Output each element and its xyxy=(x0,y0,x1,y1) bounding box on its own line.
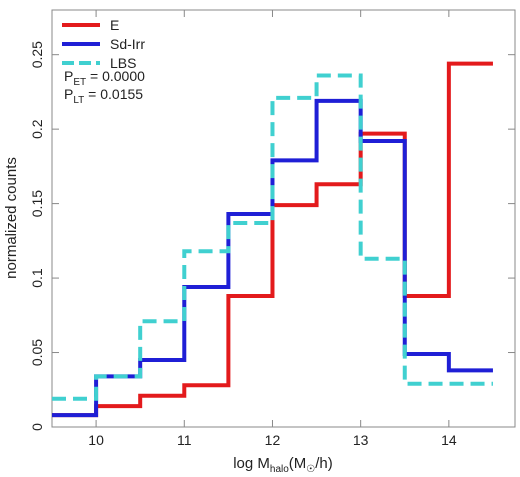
p-value-annotation: PLT = 0.0155 xyxy=(64,86,143,106)
y-tick-label: 0.05 xyxy=(29,339,45,366)
y-tick-label: 0.15 xyxy=(29,190,45,217)
x-axis-label-unit-end: /h) xyxy=(315,455,333,472)
legend-label: LBS xyxy=(110,55,136,71)
legend-label: Sd-Irr xyxy=(110,36,145,52)
series-layer xyxy=(52,61,493,418)
x-tick-label: 10 xyxy=(88,432,104,448)
annotation-main: P xyxy=(64,86,73,102)
x-tick-label: 14 xyxy=(441,432,457,448)
annotation-main: P xyxy=(64,68,73,84)
y-axis: 0 0.05 0.1 0.15 0.2 0.25 xyxy=(29,41,515,431)
x-tick-label: 13 xyxy=(353,432,369,448)
legend-label: E xyxy=(110,17,119,33)
y-tick-label: 0 xyxy=(29,423,45,431)
annotation-sub: ET xyxy=(73,77,86,88)
series-line xyxy=(52,73,493,401)
x-axis: 10 11 12 13 14 xyxy=(88,10,457,448)
annotation-value: = 0.0155 xyxy=(84,86,143,102)
x-tick-label: 12 xyxy=(265,432,281,448)
annotation-value: = 0.0000 xyxy=(86,68,145,84)
x-axis-label-main: log M xyxy=(233,455,270,472)
y-axis-label: normalized counts xyxy=(3,157,20,279)
y-tick-label: 0.2 xyxy=(29,119,45,139)
series-line xyxy=(52,61,493,418)
x-axis-label-sub: halo xyxy=(270,464,289,475)
legend: E Sd-Irr LBS xyxy=(62,17,145,71)
y-tick-label: 0.25 xyxy=(29,41,45,68)
y-tick-label: 0.1 xyxy=(29,268,45,288)
sun-symbol: ☉ xyxy=(306,464,315,475)
plot-frame xyxy=(51,9,516,428)
p-value-annotation: PET = 0.0000 xyxy=(64,68,145,88)
annotation-sub: LT xyxy=(73,95,84,106)
x-axis-label: log Mhalo(M☉/h) xyxy=(233,455,333,475)
x-tick-label: 11 xyxy=(177,432,192,448)
x-axis-label-unit: (M xyxy=(289,455,307,472)
